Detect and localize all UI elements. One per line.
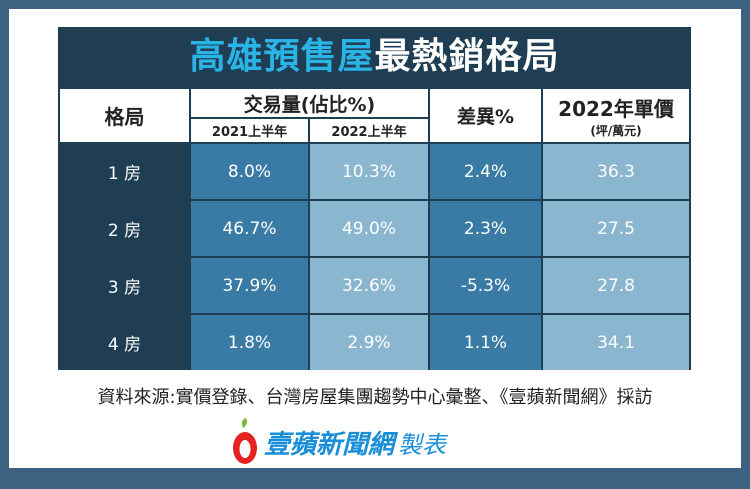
cell-v2022: 2.9% bbox=[310, 315, 428, 370]
cell-v2022: 49.0% bbox=[310, 201, 428, 256]
cell-price: 27.5 bbox=[543, 201, 689, 256]
cell-layout: 4 房 bbox=[60, 315, 189, 370]
cell-price: 27.8 bbox=[543, 258, 689, 313]
header-2022: 2022上半年 bbox=[310, 119, 428, 142]
cell-layout: 3 房 bbox=[60, 258, 189, 313]
made-by-label: 製表 bbox=[398, 430, 447, 459]
cell-v2021: 1.8% bbox=[191, 315, 308, 370]
price-label: 2022年單價 bbox=[558, 96, 674, 121]
source-note: 資料來源:實價登錄、台灣房屋集團趨勢中心彙整、《壹蘋新聞網》採訪 bbox=[97, 387, 653, 408]
cell-diff: 2.3% bbox=[430, 201, 541, 256]
header-2021: 2021上半年 bbox=[191, 119, 308, 142]
header-diff: 差異% bbox=[430, 89, 541, 142]
cell-v2022: 32.6% bbox=[310, 258, 428, 313]
cell-v2022: 10.3% bbox=[310, 144, 428, 199]
header-layout: 格局 bbox=[60, 89, 189, 142]
cell-price: 36.3 bbox=[543, 144, 689, 199]
apple-logo-icon bbox=[233, 418, 257, 464]
cell-diff: -5.3% bbox=[430, 258, 541, 313]
header-price: 2022年單價 (坪/萬元) bbox=[543, 89, 689, 142]
cell-layout: 1 房 bbox=[60, 144, 189, 199]
cell-v2021: 46.7% bbox=[191, 201, 308, 256]
cell-price: 34.1 bbox=[543, 315, 689, 370]
cell-v2021: 37.9% bbox=[191, 258, 308, 313]
cell-diff: 2.4% bbox=[430, 144, 541, 199]
cell-v2021: 8.0% bbox=[191, 144, 308, 199]
brand-name: 壹蘋新聞網 bbox=[264, 429, 395, 460]
header-volume: 交易量(佔比%) bbox=[191, 89, 428, 117]
cell-layout: 2 房 bbox=[60, 201, 189, 256]
price-unit: (坪/萬元) bbox=[590, 123, 642, 138]
logo: 壹蘋新聞網 製表 bbox=[232, 418, 446, 466]
cell-diff: 1.1% bbox=[430, 315, 541, 370]
table-title: 高雄預售屋最熱銷格局 bbox=[189, 36, 560, 77]
table: 高雄預售屋最熱銷格局 格局 交易量(佔比%) 2021上半年 2022上半年 差… bbox=[58, 27, 691, 370]
